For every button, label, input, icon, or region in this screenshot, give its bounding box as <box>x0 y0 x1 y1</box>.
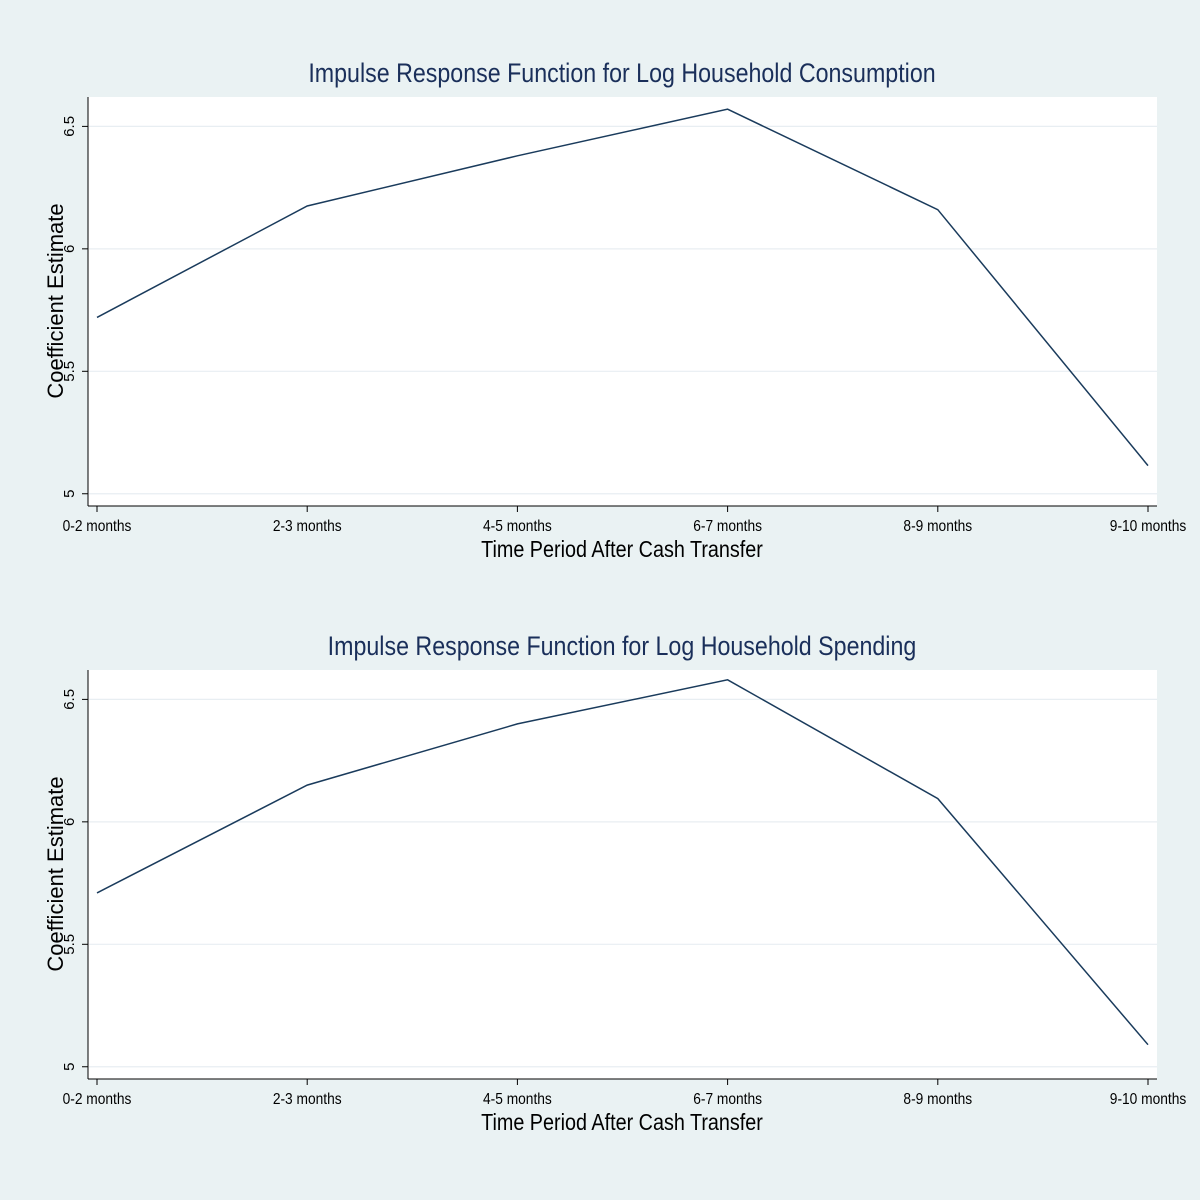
y-tick-label: 6 <box>61 245 78 253</box>
x-tick-label: 8-9 months <box>903 517 972 535</box>
chart-spending: 5 5.5 6 6.5 0-2 months 2-3 months 4-5 months 6-… <box>61 670 1186 1108</box>
chart-title-spending: Impulse Response Function for Log Househ… <box>327 631 917 661</box>
x-tick-label: 8-9 months <box>903 1090 972 1108</box>
y-tick-label: 6.5 <box>61 689 78 710</box>
y-tick-label: 5.5 <box>61 934 78 955</box>
y-axis-title-consumption: Coefficient Estimate <box>43 203 68 399</box>
x-tick-label: 6-7 months <box>693 517 762 535</box>
x-tick-label: 6-7 months <box>693 1090 762 1108</box>
x-tick-label: 9-10 months <box>1110 1090 1186 1108</box>
chart-consumption: 5 5.5 6 6.5 0-2 months 2-3 months 4-5 months 6-… <box>61 97 1186 535</box>
x-tick-label: 4-5 months <box>483 1090 552 1108</box>
y-tick-label: 6 <box>61 818 78 826</box>
x-tick-label: 0-2 months <box>63 1090 132 1108</box>
x-tick-label: 0-2 months <box>63 517 132 535</box>
series-line <box>96 108 1149 467</box>
x-axis-title-spending: Time Period After Cash Transfer <box>481 1109 763 1135</box>
x-tick-label: 2-3 months <box>273 517 342 535</box>
x-tick-label: 9-10 months <box>1110 517 1186 535</box>
series-line <box>96 679 1149 1046</box>
y-axis-title-spending: Coefficient Estimate <box>43 776 68 972</box>
y-tick-label: 5 <box>61 1063 78 1071</box>
chart-title-consumption: Impulse Response Function for Log Househ… <box>308 58 936 88</box>
plot-area <box>88 97 1157 506</box>
y-tick-label: 6.5 <box>61 116 78 137</box>
x-tick-label: 2-3 months <box>273 1090 342 1108</box>
x-axis-title-consumption: Time Period After Cash Transfer <box>481 536 763 562</box>
y-tick-label: 5.5 <box>61 361 78 382</box>
plot-area <box>88 670 1157 1079</box>
y-tick-label: 5 <box>61 490 78 498</box>
x-tick-label: 4-5 months <box>483 517 552 535</box>
